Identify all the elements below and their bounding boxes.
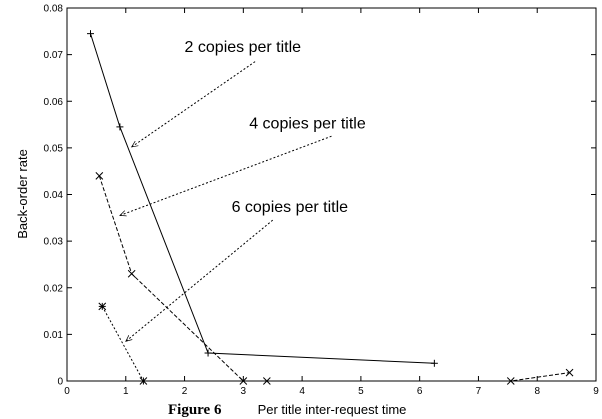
series-line: [90, 33, 435, 364]
marker-stroke: [98, 302, 107, 311]
y-tick-label: 0.01: [44, 330, 64, 341]
x-tick-label: 5: [358, 386, 364, 397]
marker-stroke: [127, 269, 136, 278]
marker-stroke: [565, 368, 574, 377]
plus-marker: [430, 359, 438, 367]
y-tick-label: 0.03: [44, 237, 64, 248]
series-line: [98, 175, 570, 382]
plus-marker: [87, 30, 95, 38]
y-tick-label: 0: [57, 377, 63, 388]
caption-cover: [228, 399, 408, 419]
cross-marker: [239, 377, 248, 385]
marker-stroke: [506, 377, 515, 385]
y-tick-label: 0.05: [44, 143, 64, 154]
annotation-arrow: [132, 61, 256, 147]
star-marker: [139, 377, 148, 385]
series-2: [95, 171, 574, 385]
annotation-label: 4 copies per title: [249, 115, 366, 132]
cross-marker: [95, 171, 104, 180]
x-tick-label: 7: [476, 386, 482, 397]
x-tick-label: 4: [299, 386, 305, 397]
x-tick-label: 0: [64, 386, 70, 397]
marker-stroke: [95, 171, 104, 180]
y-tick-label: 0.07: [44, 50, 64, 61]
star-marker: [98, 302, 107, 311]
cross-marker: [262, 377, 271, 385]
x-tick-label: 3: [241, 386, 247, 397]
marker-stroke: [262, 377, 271, 385]
y-tick-label: 0.02: [44, 283, 64, 294]
annotation-arrow: [126, 219, 274, 341]
annotation-arrow: [120, 135, 332, 215]
x-tick-label: 9: [593, 386, 599, 397]
plus-marker: [204, 349, 212, 357]
figure-caption: Figure 6: [168, 402, 222, 418]
y-tick-label: 0.04: [44, 190, 64, 201]
cross-marker: [565, 368, 574, 377]
series-1: [87, 30, 438, 367]
annotation-label: 2 copies per title: [185, 39, 302, 56]
y-tick-label: 0.08: [44, 4, 64, 15]
series-line: [101, 306, 144, 382]
series-3: [98, 302, 148, 385]
x-tick-label: 1: [123, 386, 129, 397]
x-tick-label: 2: [182, 386, 188, 397]
y-tick-label: 0.06: [44, 97, 64, 108]
marker-stroke: [139, 377, 148, 385]
cross-marker: [127, 269, 136, 278]
cross-marker: [506, 377, 515, 385]
annotation-label: 6 copies per title: [232, 199, 349, 216]
y-axis-label: Back-order rate: [15, 149, 30, 239]
x-tick-label: 8: [534, 386, 540, 397]
x-tick-label: 6: [417, 386, 423, 397]
x-axis-label: Per title inter-request time: [258, 402, 407, 417]
marker-stroke: [239, 377, 248, 385]
plus-marker: [116, 123, 124, 131]
